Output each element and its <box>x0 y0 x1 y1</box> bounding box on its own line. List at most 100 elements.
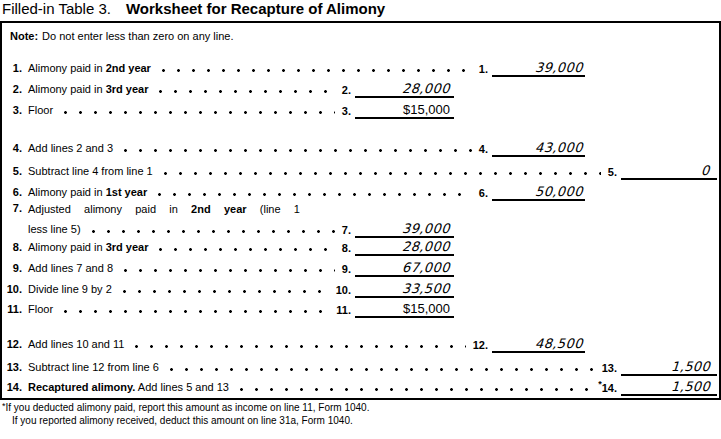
row-number: 4. <box>2 142 22 157</box>
worksheet-rows: 1. Alimony paid in 2nd year 1. 39,000 2.… <box>2 56 719 396</box>
row-number: 3. <box>2 104 22 119</box>
amount-line: 1,500 <box>621 358 717 376</box>
row-number: 13. <box>2 361 22 376</box>
amount-value: 43,000 <box>535 141 584 155</box>
dot-leader <box>170 368 595 371</box>
amount-line: 50,000 <box>492 183 585 201</box>
description-segment: Subtract line 12 from line 6 <box>28 361 159 373</box>
dot-leader <box>240 388 591 391</box>
dot-leader <box>159 90 334 93</box>
asterisk-marker: * <box>2 401 6 411</box>
footnote-text-2: If you reported alimony received, deduct… <box>12 415 353 426</box>
amount-value: 33,500 <box>402 282 451 296</box>
worksheet-box: Note: Do not enter less than zero on any … <box>0 21 721 400</box>
amount-line: 43,000 <box>492 139 585 157</box>
description-segment: Add lines 5 and 13 <box>135 381 229 393</box>
note: Note: Do not enter less than zero on any … <box>10 30 719 43</box>
answer-line-number: 5. <box>608 166 617 180</box>
amount-value: 39,000 <box>535 61 584 75</box>
row-number: 11. <box>2 303 22 318</box>
amount-line: 67,000 <box>355 259 454 277</box>
amount-value: 28,000 <box>402 240 451 254</box>
row-description: Floor <box>28 104 53 119</box>
worksheet-row: 9. Add lines 7 and 8 9. 67,000 <box>2 256 719 277</box>
answer-line-number: 8. <box>342 242 351 256</box>
amount-value: 50,000 <box>535 185 584 199</box>
dot-leader <box>64 310 329 313</box>
worksheet-title: Worksheet for Recapture of Alimony <box>126 0 385 17</box>
description-segment: Floor <box>28 104 53 116</box>
answer-line-number: 9. <box>342 263 351 277</box>
dot-leader <box>123 290 329 293</box>
row-description: Alimony paid in 1st year <box>28 186 147 201</box>
description-segment: Alimony paid in <box>28 241 106 253</box>
worksheet-row: 12. Add lines 10 and 11 12. 48,500 <box>2 332 719 353</box>
answer-line-number: 1. <box>479 63 488 77</box>
dot-leader <box>159 248 334 251</box>
dot-leader <box>162 69 472 72</box>
row-number: 12. <box>2 338 22 353</box>
dot-leader <box>64 111 335 114</box>
row-description-line2: less line 5) <box>28 223 81 238</box>
worksheet-row: 13. Subtract line 12 from line 6 13. 1,5… <box>2 355 719 376</box>
row-description: Alimony paid in 2nd year <box>28 62 151 77</box>
row-description: Alimony paid in 3rd year <box>28 83 148 98</box>
answer-line-number: 6. <box>479 187 488 201</box>
footnote-line-1: *If you deducted alimony paid, report th… <box>2 402 369 415</box>
description-segment: less line 5) <box>28 223 81 235</box>
row-description: Add lines 7 and 8 <box>28 262 113 277</box>
page-title: Filled-in Table 3. Worksheet for Recaptur… <box>2 0 385 18</box>
worksheet-row: 8. Alimony paid in 3rd year 8. 28,000 <box>2 235 719 256</box>
dot-leader <box>164 172 601 175</box>
description-segment: Alimony paid in <box>28 83 106 95</box>
description-bold-segment: 3rd year <box>106 241 149 253</box>
description-segment: Floor <box>28 303 53 315</box>
amount-value: $15,000 <box>403 103 450 117</box>
answer-line-number: 3. <box>342 105 351 119</box>
dot-leader <box>92 230 335 233</box>
amount-line: 28,000 <box>355 80 454 98</box>
answer-line-number: 7. <box>342 224 351 238</box>
worksheet-row: 2. Alimony paid in 3rd year 2. 28,000 <box>2 77 719 98</box>
asterisk-marker: * <box>598 379 602 389</box>
answer-line-number: 13. <box>602 362 617 376</box>
description-bold-segment: 3rd year <box>106 83 149 95</box>
description-segment: Add lines 10 and 11 <box>28 338 124 350</box>
description-segment: Divide line 9 by 2 <box>28 283 112 295</box>
amount-value: 1,500 <box>670 360 710 374</box>
amount-value: 39,000 <box>402 222 451 236</box>
row-description: Adjusted alimony paid in 2nd year (line … <box>28 201 300 217</box>
description-segment: Alimony paid in <box>28 62 106 74</box>
row-description: Alimony paid in 3rd year <box>28 241 148 256</box>
worksheet-row: 5. Subtract line 4 from line 1 5. 0 <box>2 159 719 180</box>
note-label: Note: <box>10 30 38 42</box>
worksheet-row: 4. Add lines 2 and 3 4. 43,000 <box>2 136 719 157</box>
row-description: Subtract line 12 from line 6 <box>28 361 159 376</box>
row-number: 1. <box>2 62 22 77</box>
answer-line-number: *14. <box>598 379 617 396</box>
row-number: 9. <box>2 262 22 277</box>
row-number: 8. <box>2 241 22 256</box>
row-description: Recaptured alimony. Add lines 5 and 13 <box>28 381 229 396</box>
worksheet-row: 6. Alimony paid in 1st year 6. 50,000 <box>2 180 719 201</box>
worksheet-row: 1. Alimony paid in 2nd year 1. 39,000 <box>2 56 719 77</box>
table-label: Filled-in Table 3. <box>2 0 111 17</box>
note-text: Do not enter less than zero on any line. <box>42 30 233 42</box>
row-number: 14. <box>2 381 22 396</box>
amount-line: $15,000 <box>355 101 454 119</box>
amount-value: 67,000 <box>402 261 451 275</box>
dot-leader <box>124 149 472 152</box>
amount-line: 48,500 <box>492 335 585 353</box>
amount-line: 39,000 <box>355 220 454 238</box>
amount-value: 1,500 <box>670 380 710 394</box>
row-description: Add lines 10 and 11 <box>28 338 124 353</box>
row-description: Divide line 9 by 2 <box>28 283 112 298</box>
amount-line: 28,000 <box>355 238 454 256</box>
row-number: 6. <box>2 186 22 201</box>
description-bold-segment: 2nd year <box>191 203 246 215</box>
worksheet-row: 11. Floor 11. $15,000 <box>2 297 719 318</box>
row-number: 7. <box>2 201 22 214</box>
row-number: 10. <box>2 283 22 298</box>
description-bold-segment: 1st year <box>106 186 148 198</box>
description-segment: (line 1 <box>247 203 300 215</box>
